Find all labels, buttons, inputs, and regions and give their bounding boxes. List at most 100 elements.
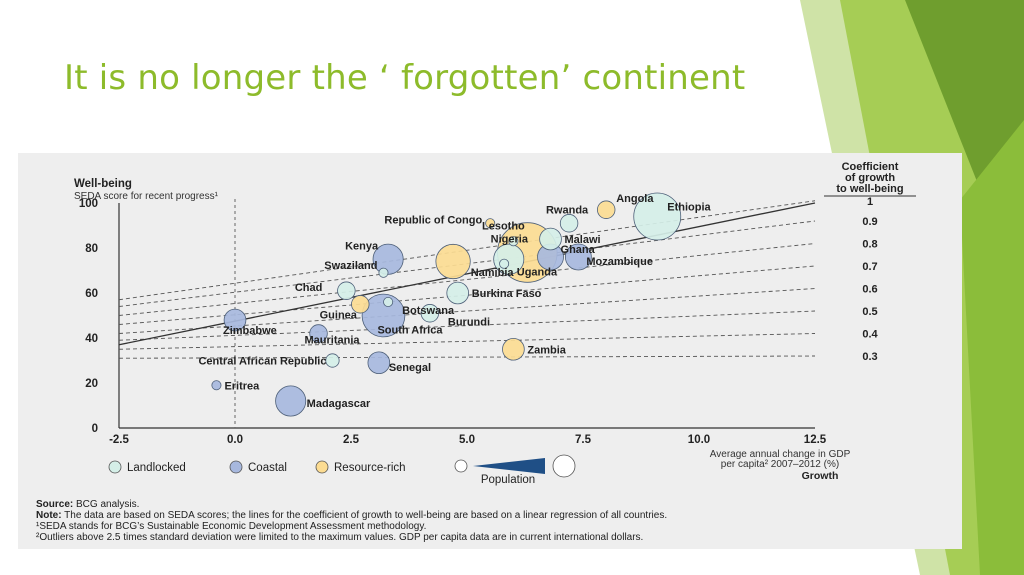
- point-label: Botswana: [402, 305, 455, 317]
- bubble-namibia: [499, 258, 510, 269]
- point-label: Lesotho: [482, 220, 525, 232]
- bubble-zambia: [502, 337, 525, 361]
- x-axis-label-line-2: per capita² 2007–2012 (%): [721, 459, 839, 470]
- point-label: South Africa: [377, 325, 443, 337]
- legend-coastal-label: Coastal: [248, 462, 287, 474]
- point-label: Burundi: [448, 316, 490, 328]
- coefficient-label: 0.6: [862, 284, 877, 296]
- y-tick-label: 20: [85, 378, 98, 390]
- x-axis-label-short: Growth: [802, 470, 839, 482]
- point-label: Malawi: [565, 234, 601, 246]
- bubble-madagascar: [275, 385, 307, 417]
- legend-landlocked-label: Landlocked: [127, 462, 186, 474]
- legend-coastal-swatch: [229, 460, 243, 474]
- y-tick-label: 0: [92, 423, 98, 435]
- footnote-seda: ¹SEDA stands for BCG’s Sustainable Econo…: [36, 521, 426, 532]
- coef-title-line-3: to well-being: [836, 183, 903, 195]
- point-label: Zimbabwe: [223, 325, 277, 337]
- coefficient-label: 0.5: [862, 306, 877, 318]
- coef-title-line-1: Coefficient: [842, 161, 899, 173]
- y-tick-label: 80: [85, 243, 98, 255]
- footnote-source: Source: BCG analysis.: [36, 499, 139, 510]
- coef-title-line-2: of growth: [845, 172, 895, 184]
- chart-figure: Well-being SEDA score for recent progres…: [18, 153, 962, 549]
- x-tick-label: 2.5: [343, 434, 360, 446]
- legend-population-wedge: [473, 458, 545, 474]
- y-axis-sublabel: SEDA score for recent progress¹: [74, 191, 219, 202]
- point-label: Mozambique: [586, 256, 653, 268]
- bubble-tanzania: [435, 243, 471, 280]
- bubble-burundi: [420, 304, 440, 323]
- bubble-botswana: [383, 296, 394, 307]
- point-label: Ethiopia: [667, 202, 711, 214]
- bubble-guinea: [351, 295, 370, 314]
- coefficient-label: 0.9: [862, 216, 877, 228]
- coefficient-label: 0.4: [862, 329, 878, 341]
- bubble-south-africa: [361, 293, 406, 338]
- point-label: Uganda: [517, 266, 558, 278]
- bubble-zimbabwe: [223, 308, 247, 332]
- point-label: Burkina Faso: [472, 288, 542, 300]
- point-label: Senegal: [389, 362, 431, 374]
- x-tick-label: 7.5: [575, 434, 592, 446]
- coefficient-label: 1: [867, 196, 873, 208]
- point-label: Kenya: [345, 240, 379, 252]
- point-label: Madagascar: [307, 398, 371, 410]
- coefficient-line: [118, 243, 816, 316]
- point-label: Chad: [295, 282, 323, 294]
- bubble-burkina-faso: [446, 281, 470, 305]
- point-label: Republic of Congo: [384, 214, 482, 226]
- y-axis-label: Well-being: [74, 178, 132, 190]
- x-tick-label: 12.5: [804, 434, 827, 446]
- point-label: Swaziland: [324, 260, 377, 272]
- coefficient-label: 0.8: [862, 239, 877, 251]
- footnote-note: Note: The data are based on SEDA scores;…: [36, 510, 667, 521]
- point-label: Central African Republic: [198, 356, 326, 368]
- point-label: Eritrea: [224, 380, 260, 392]
- coefficient-title: Coefficient of growth to well-being: [824, 161, 916, 197]
- point-label: Namibia: [471, 267, 515, 279]
- bubble-mozambique: [564, 243, 592, 271]
- bubble-angola: [597, 200, 616, 219]
- slide-title: It is no longer the ‘ forgotten’ contine…: [64, 58, 746, 98]
- bubble-central-african-republic: [325, 353, 340, 368]
- legend-population-label: Population: [481, 474, 535, 486]
- legend-resource-rich-swatch: [315, 460, 329, 474]
- x-tick-label: -2.5: [109, 434, 129, 446]
- footnote-outliers: ²Outliers above 2.5 times standard devia…: [36, 532, 643, 543]
- coefficient-label: 0.7: [862, 261, 877, 273]
- coefficient-line: [118, 265, 816, 325]
- point-label: Guinea: [320, 309, 358, 321]
- x-axis-label-line-1: Average annual change in GDP: [710, 449, 851, 460]
- bubble-ethiopia: [633, 192, 682, 241]
- bubble-rwanda: [559, 214, 579, 233]
- x-tick-label: 5.0: [459, 434, 475, 446]
- point-label: Mauritania: [305, 335, 361, 347]
- bubble-senegal: [367, 351, 391, 375]
- x-tick-label: 10.0: [688, 434, 710, 446]
- point-label: Angola: [616, 193, 654, 205]
- bubble-malawi: [539, 227, 562, 251]
- y-tick-label: 100: [79, 198, 98, 210]
- bubble-chart: Well-being SEDA score for recent progres…: [36, 161, 916, 543]
- bubble-mauritania: [309, 324, 328, 343]
- bubble-swaziland: [378, 267, 389, 278]
- legend-population-small: [454, 459, 468, 473]
- bubble-republic-of-congo: [485, 218, 496, 229]
- coefficient-line: [118, 288, 816, 334]
- bubble-eritrea: [211, 380, 222, 391]
- bubble-lesotho: [508, 236, 519, 247]
- y-tick-label: 40: [85, 333, 98, 345]
- coefficient-label: 0.3: [862, 351, 877, 363]
- point-label: Rwanda: [546, 204, 589, 216]
- coefficient-line: [118, 200, 816, 301]
- point-label: Zambia: [527, 344, 566, 356]
- bubble-chad: [337, 281, 356, 300]
- x-tick-label: 0.0: [227, 434, 243, 446]
- legend-resource-rich-label: Resource-rich: [334, 462, 406, 474]
- y-tick-label: 60: [85, 288, 98, 300]
- point-label: Nigeria: [491, 234, 529, 246]
- legend-population-large: [552, 454, 576, 478]
- point-label: Ghana: [561, 244, 596, 256]
